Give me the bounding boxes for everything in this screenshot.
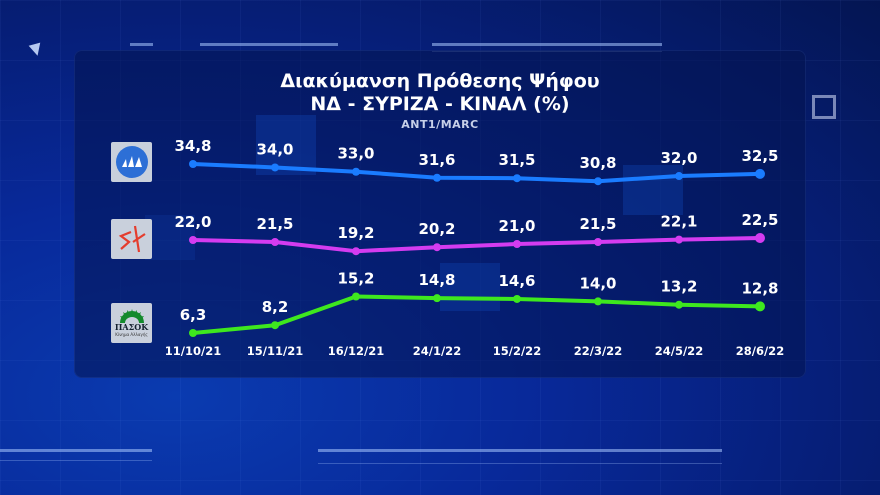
series-line-1: [192, 236, 761, 254]
decor-line: [130, 43, 153, 46]
data-point: [433, 294, 441, 303]
data-label: 14,0: [579, 274, 616, 292]
data-point: [594, 297, 602, 306]
data-label: 31,6: [418, 151, 455, 169]
data-label: 6,3: [180, 306, 207, 324]
square-decoration: [812, 95, 836, 119]
chart-source: ANT1/MARC: [401, 118, 479, 131]
x-tick-label: 28/6/22: [736, 344, 784, 358]
data-point: [675, 235, 683, 244]
data-label: 22,0: [174, 213, 211, 231]
data-label: 21,5: [579, 215, 616, 233]
data-label: 30,8: [579, 154, 616, 172]
data-point: [755, 233, 765, 243]
data-point: [513, 174, 521, 183]
pasok-logo-text: ΠΑΣΟΚ: [114, 322, 149, 332]
nd-logo-icon: [115, 146, 148, 178]
data-point: [271, 321, 279, 330]
data-label: 32,5: [741, 147, 778, 165]
chart-panel: [74, 50, 806, 378]
data-label: 22,1: [660, 213, 697, 231]
data-label: 32,0: [660, 149, 697, 167]
data-point: [513, 294, 521, 303]
decor-block: [623, 165, 683, 215]
decor-block: [440, 263, 500, 311]
data-point: [675, 300, 683, 309]
series-line-0: [192, 162, 761, 184]
data-label: 34,0: [256, 140, 293, 158]
data-label: 21,5: [256, 215, 293, 233]
data-point: [189, 236, 197, 244]
data-point: [433, 173, 441, 182]
decor-line: [318, 463, 722, 464]
data-point: [513, 240, 521, 248]
chart-title: Διακύμανση Πρόθεσης Ψήφου: [280, 70, 600, 92]
data-label: 34,8: [174, 137, 211, 155]
x-tick-label: 22/3/22: [574, 344, 622, 358]
x-tick-label: 11/10/21: [165, 344, 221, 358]
data-label: 12,8: [741, 279, 778, 297]
data-label: 22,5: [741, 211, 778, 229]
data-point: [594, 177, 602, 186]
decor-block: [256, 115, 316, 175]
x-tick-label: 24/1/22: [413, 344, 461, 358]
series-line-2: [192, 294, 761, 335]
data-label: 14,6: [498, 272, 535, 290]
data-point: [271, 238, 279, 246]
data-label: 15,2: [337, 270, 374, 288]
x-tick-label: 15/11/21: [247, 344, 303, 358]
x-tick-label: 15/2/22: [493, 344, 541, 358]
data-point: [352, 247, 360, 256]
data-point: [352, 292, 360, 301]
data-point: [433, 243, 441, 252]
decor-line: [0, 449, 152, 452]
pasok-logo: ΠΑΣΟΚ Κίνημα Αλλαγής: [111, 303, 152, 343]
decor-line: [318, 449, 722, 452]
data-point: [271, 163, 279, 172]
pasok-sun-icon: [119, 309, 144, 323]
x-tick-label: 24/5/22: [655, 344, 703, 358]
data-label: 31,5: [498, 151, 535, 169]
pasok-logo-subtext: Κίνημα Αλλαγής: [115, 332, 148, 337]
data-label: 13,2: [660, 278, 697, 296]
syriza-star-icon: [118, 225, 146, 253]
data-label: 8,2: [262, 298, 289, 316]
data-point: [189, 329, 197, 337]
data-label: 20,2: [418, 220, 455, 238]
data-point: [755, 301, 765, 312]
chart-subtitle: ΝΔ - ΣΥΡΙΖΑ - ΚΙΝΑΛ (%): [310, 93, 570, 115]
decor-line: [200, 43, 338, 46]
data-point: [189, 160, 197, 168]
data-label: 14,8: [418, 271, 455, 289]
x-tick-label: 16/12/21: [328, 344, 384, 358]
data-point: [755, 168, 765, 179]
nd-logo: [111, 142, 152, 182]
decor-block: [145, 215, 195, 260]
data-label: 19,2: [337, 224, 374, 242]
data-label: 21,0: [498, 217, 535, 235]
syriza-logo: [111, 219, 152, 259]
data-point: [675, 172, 683, 181]
data-label: 33,0: [337, 145, 374, 163]
decor-line: [432, 43, 662, 46]
data-point: [594, 238, 602, 246]
data-point: [352, 167, 360, 176]
decor-line: [0, 460, 152, 461]
